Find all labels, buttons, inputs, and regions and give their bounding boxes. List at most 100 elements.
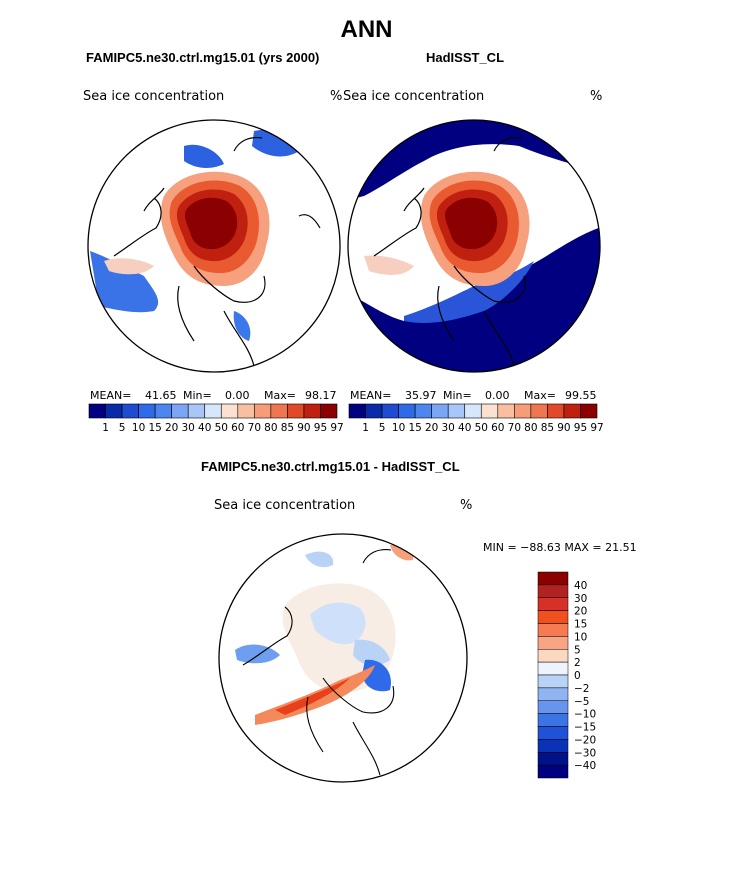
colorbar-swatch xyxy=(537,623,569,637)
colorbar-tick-label: 80 xyxy=(524,422,537,434)
right-polar-map xyxy=(347,119,601,373)
left-polar-map xyxy=(87,119,341,373)
colorbar-tick-label: 95 xyxy=(574,422,587,434)
colorbar-swatch xyxy=(537,571,569,586)
colorbar-swatch xyxy=(537,713,569,727)
colorbar-swatch xyxy=(287,403,305,419)
right-min-label: Min= xyxy=(443,389,472,402)
colorbar-tick-label: 10 xyxy=(574,631,587,643)
colorbar-tick-label: −10 xyxy=(574,709,596,721)
left-mean-label: MEAN= xyxy=(90,389,132,402)
colorbar-swatch xyxy=(563,403,581,419)
colorbar-tick-label: 15 xyxy=(574,619,587,631)
right-variable-label: Sea ice concentration xyxy=(343,89,485,104)
colorbar-swatch xyxy=(537,610,569,624)
colorbar-swatch xyxy=(348,403,366,419)
left-max-value: 98.17 xyxy=(305,389,337,402)
right-max-label: Max= xyxy=(524,389,556,402)
colorbar-swatch xyxy=(381,403,399,419)
right-mean-label: MEAN= xyxy=(350,389,392,402)
colorbar-tick-label: 0 xyxy=(574,670,581,682)
diff-panel-subtitle: FAMIPC5.ne30.ctrl.mg15.01 - HadISST_CL xyxy=(201,459,460,474)
colorbar-tick-label: 85 xyxy=(281,422,294,434)
colorbar-swatch xyxy=(547,403,565,419)
colorbar-tick-label: 2 xyxy=(574,657,581,669)
right-colorbar: 1 5 10 15 20 30 40 50 60 70 80 85 90 95 97 xyxy=(348,403,604,434)
colorbar-tick-label: 60 xyxy=(491,422,504,434)
colorbar-swatch xyxy=(320,403,338,419)
colorbar-swatch xyxy=(580,403,598,419)
colorbar-tick-label: −15 xyxy=(574,722,596,734)
colorbar-tick-label: 10 xyxy=(132,422,145,434)
right-mean-value: 35.97 xyxy=(405,389,437,402)
colorbar-swatch xyxy=(537,739,569,753)
left-max-label: Max= xyxy=(264,389,296,402)
right-min-value: 0.00 xyxy=(485,389,510,402)
colorbar-tick-label: 70 xyxy=(248,422,261,434)
colorbar-swatch xyxy=(121,403,139,419)
left-units-label: % xyxy=(330,89,343,104)
colorbar-tick-label: 95 xyxy=(314,422,327,434)
colorbar-tick-label: 30 xyxy=(574,593,587,605)
right-panel-subtitle: HadISST_CL xyxy=(426,50,505,65)
colorbar-tick-label: 10 xyxy=(392,422,405,434)
colorbar-swatch xyxy=(537,700,569,714)
colorbar-tick-label: 85 xyxy=(541,422,554,434)
colorbar-tick-label: 80 xyxy=(264,422,277,434)
colorbar-tick-label: 5 xyxy=(574,644,581,656)
colorbar-swatch xyxy=(187,403,206,419)
colorbar-tick-label: −5 xyxy=(574,696,589,708)
colorbar-tick-label: 20 xyxy=(574,606,587,618)
colorbar-tick-label: −20 xyxy=(574,734,596,746)
colorbar-swatch xyxy=(138,403,156,419)
colorbar-swatch xyxy=(171,403,189,419)
colorbar-tick-label: −2 xyxy=(574,683,589,695)
colorbar-tick-label: 90 xyxy=(297,422,310,434)
colorbar-swatch xyxy=(270,403,288,419)
right-units-label: % xyxy=(590,89,603,104)
colorbar-tick-label: 97 xyxy=(590,422,603,434)
colorbar-swatch xyxy=(537,674,569,689)
colorbar-swatch xyxy=(537,726,569,740)
colorbar-tick-label: 1 xyxy=(362,422,369,434)
colorbar-tick-label: 30 xyxy=(442,422,455,434)
page-title: ANN xyxy=(340,16,393,43)
colorbar-swatch xyxy=(365,403,383,419)
colorbar-swatch xyxy=(398,403,416,419)
colorbar-tick-label: 40 xyxy=(458,422,471,434)
colorbar-tick-label: 70 xyxy=(508,422,521,434)
colorbar-swatch xyxy=(537,687,569,701)
left-colorbar: 1 5 10 15 20 30 40 50 60 70 80 85 90 95 97 xyxy=(88,403,344,434)
colorbar-swatch xyxy=(480,403,499,419)
diff-units-label: % xyxy=(460,498,473,513)
colorbar-swatch xyxy=(537,661,569,676)
colorbar-tick-label: 15 xyxy=(408,422,421,434)
colorbar-swatch xyxy=(537,597,569,611)
colorbar-tick-label: 90 xyxy=(557,422,570,434)
left-mean-value: 41.65 xyxy=(145,389,177,402)
colorbar-tick-label: 20 xyxy=(425,422,438,434)
left-panel-subtitle: FAMIPC5.ne30.ctrl.mg15.01 (yrs 2000) xyxy=(86,50,320,65)
left-min-value: 0.00 xyxy=(225,389,250,402)
colorbar-swatch xyxy=(497,403,515,419)
colorbar-swatch xyxy=(254,403,272,419)
left-variable-label: Sea ice concentration xyxy=(83,89,225,104)
colorbar-swatch xyxy=(431,403,449,419)
colorbar-swatch xyxy=(537,764,569,779)
colorbar-swatch xyxy=(464,403,482,419)
diff-polar-map xyxy=(218,533,468,783)
colorbar-tick-label: 20 xyxy=(165,422,178,434)
colorbar-swatch xyxy=(88,403,106,419)
colorbar-swatch xyxy=(105,403,123,419)
colorbar-swatch xyxy=(537,649,569,663)
colorbar-tick-label: 50 xyxy=(475,422,488,434)
colorbar-tick-label: 40 xyxy=(574,580,587,592)
colorbar-tick-label: −30 xyxy=(574,747,596,759)
colorbar-tick-label: 60 xyxy=(231,422,244,434)
colorbar-swatch xyxy=(447,403,466,419)
colorbar-tick-label: −40 xyxy=(574,760,596,772)
colorbar-tick-label: 1 xyxy=(102,422,109,434)
colorbar-tick-label: 5 xyxy=(119,422,126,434)
diff-min-max-text: MIN = −88.63 MAX = 21.51 xyxy=(483,541,637,554)
